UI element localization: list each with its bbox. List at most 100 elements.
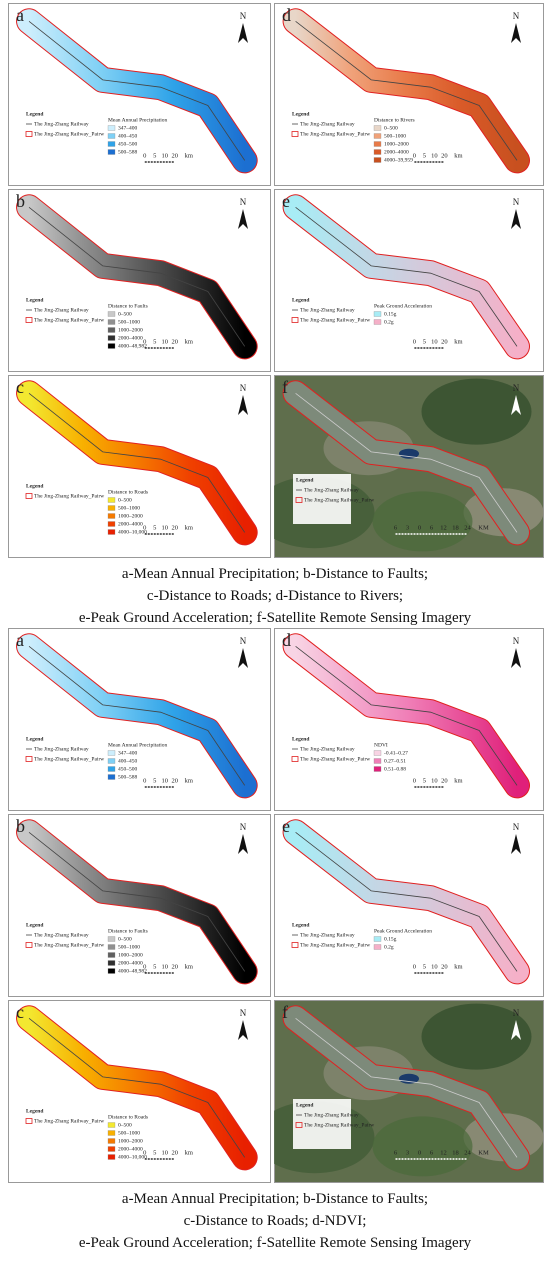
legend-swatch [107, 125, 116, 131]
legend-class-label: 500–1000 [118, 1130, 140, 1136]
scale-label: 5 [423, 963, 426, 970]
scale-label: 24 [464, 1149, 471, 1156]
legend-title: Legend [26, 483, 43, 489]
legend-swatch [107, 1146, 116, 1152]
scale-label: km [185, 1149, 193, 1156]
legend-class-label: 500–1000 [118, 319, 140, 325]
legend-class-label: 2000–4000 [384, 149, 409, 155]
north-label: N [240, 383, 247, 393]
legend-layer-title: Peak Ground Acceleration [374, 928, 432, 934]
north-label: N [513, 383, 520, 393]
scale-label: km [454, 338, 462, 345]
north-arrow [511, 648, 521, 668]
legend-layer-title: Distance to Roads [108, 489, 148, 495]
scale-label: 10 [162, 963, 169, 970]
legend-buffer: The Jing-Zhang Railway_Pairw [34, 131, 104, 137]
legend-class-label: 450–500 [118, 766, 138, 772]
scale-label: 6 [394, 524, 398, 531]
scale-label: 20 [441, 338, 448, 345]
legend-class-label: 0–500 [384, 125, 398, 131]
north-label: N [240, 197, 247, 207]
scale-label: 0 [413, 777, 416, 784]
legend-class-label: 0.15g [384, 936, 397, 942]
legend-class-label: 0–500 [118, 1122, 132, 1128]
legend-layer-title: Distance to Roads [108, 1114, 148, 1120]
legend-swatch [373, 319, 382, 325]
legend-swatch [107, 141, 116, 147]
panel-letter: f [282, 1002, 288, 1022]
legend-swatch [107, 319, 116, 325]
map-panel: b N Legend The Jing-Zhang Railway The Jing-Z… [8, 189, 271, 372]
legend-swatch [373, 936, 382, 942]
legend-class-label: -0.41–0.27 [384, 750, 408, 756]
scale-label: 0 [143, 524, 146, 531]
north-arrow [238, 648, 248, 668]
scale-label: 5 [153, 152, 156, 159]
scale-label: 3 [406, 1149, 409, 1156]
legend-title: Legend [292, 922, 309, 928]
legend-class-label: 0–500 [118, 311, 132, 317]
legend-swatch [107, 758, 116, 764]
scale-label: 10 [431, 338, 438, 345]
legend-layer-title: NDVI [374, 742, 388, 748]
terrain-patch [421, 1003, 532, 1070]
legend-layer-title: Mean Annual Precipitation [108, 117, 168, 123]
legend-class-label: 500–1000 [118, 505, 140, 511]
map-panel: c N Legend The Jing-Zhang Railway_Pairw Dist… [8, 375, 271, 558]
scale-label: 5 [153, 338, 156, 345]
legend-class-label: 0–500 [118, 497, 132, 503]
terrain-patch [372, 491, 473, 552]
scale-label: 0 [418, 1149, 421, 1156]
north-arrow [511, 1020, 521, 1040]
legend-railway: The Jing-Zhang Railway [300, 307, 355, 313]
legend-title: Legend [292, 736, 309, 742]
scale-label: 20 [172, 152, 179, 159]
legend-buffer: The Jing-Zhang Railway_Pairw [304, 1122, 374, 1128]
legend-railway: The Jing-Zhang Railway [34, 746, 89, 752]
legend-railway: The Jing-Zhang Railway [304, 487, 359, 493]
scale-label: 20 [172, 338, 179, 345]
scale-label: 5 [153, 777, 156, 784]
map-panel: e N Legend The Jing-Zhang Railway The Jing-Z… [274, 189, 544, 372]
panel-letter: e [282, 191, 290, 211]
legend-swatch [107, 521, 116, 527]
scale-label: 5 [153, 963, 156, 970]
legend-buffer-symbol [25, 1118, 33, 1124]
scale-label: km [454, 777, 462, 784]
legend-swatch [107, 343, 116, 349]
legend-title: Legend [26, 111, 43, 117]
scale-label: 0 [143, 152, 146, 159]
legend-class-label: 2000–4000 [118, 1146, 143, 1152]
scale-label: 0 [143, 963, 146, 970]
caption-line: c-Distance to Roads; d-NDVI; [183, 1213, 367, 1229]
scale-label: KM [478, 1149, 489, 1156]
legend-buffer: The Jing-Zhang Railway_Pairw [34, 1118, 104, 1124]
north-arrow [511, 23, 521, 43]
scale-label: 20 [441, 777, 448, 784]
scale-label: km [185, 963, 193, 970]
legend-title: Legend [26, 1108, 43, 1114]
caption-line: e-Peak Ground Acceleration; f-Satellite … [78, 1235, 472, 1251]
legend-railway: The Jing-Zhang Railway [300, 746, 355, 752]
scale-label: 10 [162, 152, 169, 159]
legend-title: Legend [26, 297, 43, 303]
panel-letter: c [16, 1002, 24, 1022]
legend-swatch [107, 149, 116, 155]
north-arrow [238, 1020, 248, 1040]
scale-label: km [185, 777, 193, 784]
legend-layer-title: Distance to Faults [108, 303, 148, 309]
scale-label: 20 [441, 963, 448, 970]
panel-letter: c [16, 377, 24, 397]
legend-class-label: 0.15g [384, 311, 397, 317]
scale-label: km [454, 152, 462, 159]
scale-label: 10 [162, 1149, 169, 1156]
legend-buffer-symbol [295, 497, 303, 503]
railway-line [295, 392, 518, 533]
legend-class-label: 4000–10,000 [118, 529, 147, 535]
scale-label: 10 [162, 777, 169, 784]
scale-label: 20 [172, 524, 179, 531]
north-arrow [238, 395, 248, 415]
scale-label: 20 [172, 1149, 179, 1156]
north-label: N [240, 822, 247, 832]
